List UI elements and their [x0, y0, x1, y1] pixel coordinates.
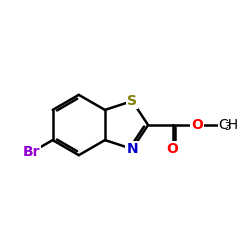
Text: CH: CH [218, 118, 238, 132]
Text: Br: Br [23, 145, 40, 159]
Text: O: O [191, 118, 203, 132]
Text: S: S [127, 94, 137, 108]
Text: 3: 3 [225, 122, 231, 132]
Text: O: O [166, 142, 178, 156]
Text: N: N [126, 142, 138, 156]
